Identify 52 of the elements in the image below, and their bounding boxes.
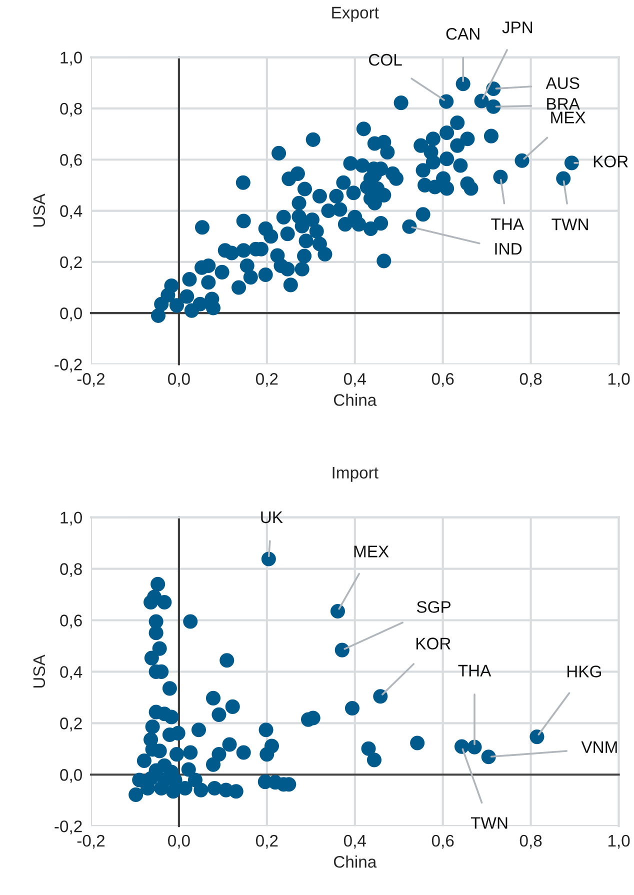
- y-tick-label: 1,0: [60, 512, 82, 526]
- y-tick-label: 0,0: [60, 308, 82, 322]
- x-axis-title: China: [334, 394, 377, 406]
- annotation: COL: [368, 54, 402, 66]
- x-tick-label: 1,0: [608, 834, 630, 849]
- y-tick-label: 0,2: [60, 718, 82, 732]
- y-tick-label: 1,0: [60, 52, 82, 66]
- annotation: THA: [491, 218, 524, 230]
- chart-title: Import: [332, 466, 378, 482]
- x-tick-label: 0,4: [344, 834, 366, 849]
- annotation: AUS: [546, 77, 580, 90]
- chart-title: Export: [332, 6, 379, 22]
- y-tick-label: 0,4: [60, 666, 82, 680]
- x-tick-label: -0,2: [77, 373, 105, 387]
- x-tick-label: 0,8: [520, 373, 542, 387]
- x-tick-label: 0,2: [256, 834, 278, 849]
- y-tick-label: -0,2: [54, 358, 82, 372]
- annotation: KOR: [594, 156, 628, 168]
- annotation: JPN: [502, 22, 532, 34]
- y-tick-label: 0,8: [60, 102, 82, 117]
- y-axis-title: USA: [33, 654, 46, 688]
- annotation: SGP: [416, 601, 451, 613]
- annotation: UK: [261, 512, 283, 524]
- x-tick-label: -0,2: [77, 834, 105, 849]
- y-tick-label: 0,2: [60, 256, 82, 270]
- x-axis-title: China: [334, 856, 377, 868]
- annotation: BRA: [547, 98, 580, 110]
- annotation: TWN: [470, 817, 508, 829]
- annotation: HKG: [568, 666, 602, 678]
- annotation: IND: [495, 243, 522, 255]
- x-tick-label: 0,4: [344, 373, 366, 387]
- x-tick-label: 0,2: [256, 373, 278, 387]
- y-tick-label: 0,6: [60, 614, 82, 628]
- y-tick-label: 0,8: [60, 563, 82, 577]
- y-tick-label: 0,4: [60, 205, 82, 219]
- x-tick-label: 0,8: [520, 834, 542, 849]
- x-tick-label: 1,0: [608, 373, 630, 387]
- annotation: TWN: [552, 218, 588, 230]
- annotation: KOR: [416, 638, 450, 650]
- annotation: MEX: [551, 112, 586, 124]
- x-tick-label: 0,0: [168, 373, 190, 387]
- x-tick-label: 0,6: [432, 373, 454, 387]
- y-tick-label: -0,2: [54, 820, 82, 834]
- x-tick-label: 0,0: [168, 834, 190, 849]
- annotation: MEX: [354, 546, 389, 558]
- annotation: CAN: [446, 28, 480, 40]
- annotation: THA: [458, 664, 492, 676]
- y-tick-label: 0,0: [60, 769, 82, 783]
- annotation: VNM: [581, 741, 617, 753]
- y-axis-title: USA: [33, 194, 46, 227]
- x-tick-label: 0,6: [432, 834, 454, 849]
- y-tick-label: 0,6: [60, 154, 82, 168]
